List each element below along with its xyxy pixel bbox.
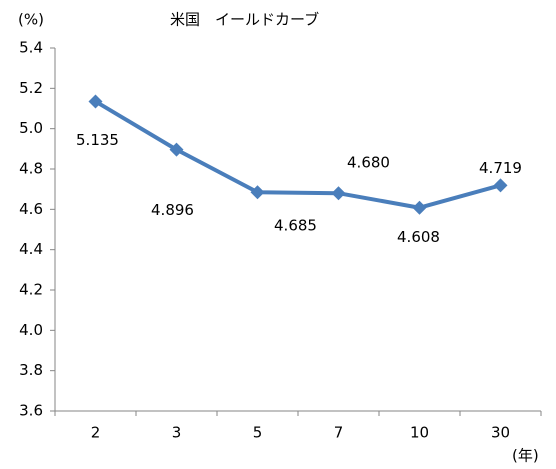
marker: [250, 185, 265, 200]
y-tick-label: 4.2: [19, 281, 43, 299]
y-tick-label: 5.2: [19, 79, 43, 97]
x-unit: (年): [512, 447, 539, 465]
x-tick-label: 30: [491, 424, 510, 442]
data-label: 4.896: [151, 201, 194, 219]
line-series: [94, 99, 502, 210]
data-label: 4.685: [274, 217, 317, 235]
x-tick-label: 10: [410, 424, 429, 442]
y-tick-label: 4.4: [19, 240, 43, 258]
data-label: 4.608: [397, 228, 440, 246]
x-tick-label: 7: [334, 424, 344, 442]
y-tick-label: 5.4: [19, 39, 43, 57]
y-tick-label: 3.6: [19, 402, 43, 420]
y-tick-label: 4.0: [19, 321, 43, 339]
marker: [88, 94, 103, 109]
data-label: 4.680: [347, 154, 390, 172]
y-tick-label: 3.8: [19, 361, 43, 379]
marker: [169, 142, 184, 157]
marker: [331, 186, 346, 201]
y-tick-label: 4.8: [19, 160, 43, 178]
x-tick-label: 2: [91, 424, 101, 442]
x-tick-label: 3: [172, 424, 182, 442]
data-label: 4.719: [479, 159, 522, 177]
chart-title: 米国 イールドカーブ: [170, 11, 319, 29]
y-tick-label: 4.6: [19, 200, 43, 218]
x-tick-label: 5: [253, 424, 263, 442]
y-unit: (%): [18, 11, 44, 29]
marker: [493, 178, 508, 193]
data-label: 5.135: [76, 131, 119, 149]
marker: [412, 200, 427, 215]
y-tick-label: 5.0: [19, 119, 43, 137]
